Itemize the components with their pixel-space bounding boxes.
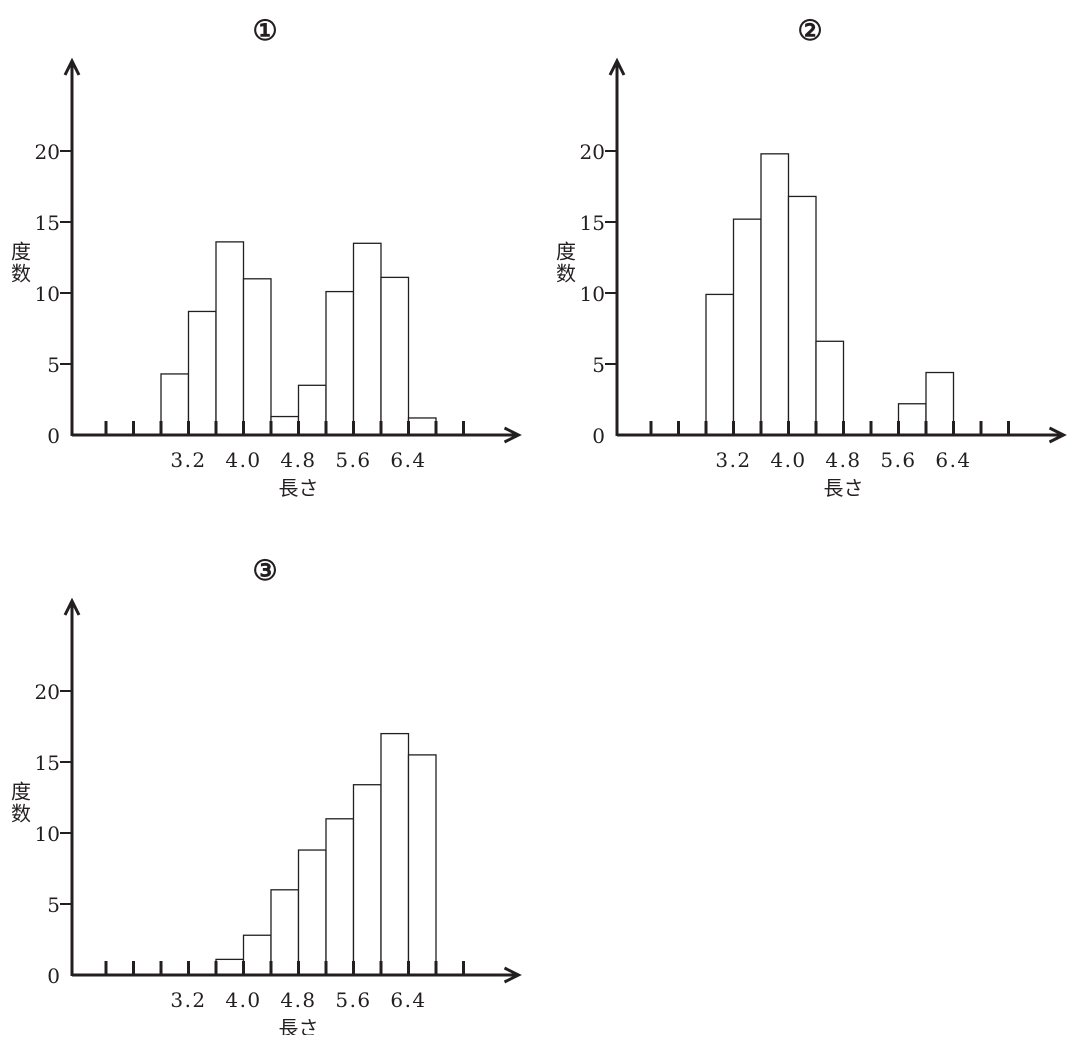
x-tick-label: 3.2 (170, 988, 206, 1012)
y-tick-label: 15 (580, 211, 605, 235)
x-tick-label: 4.8 (280, 448, 316, 472)
histogram-panel-3: ③ 0 5 10 15 20 3.2 4.0 4.8 5.6 6.4 長さ 度数 (11, 554, 522, 1040)
y-tick-label: 10 (35, 282, 60, 306)
x-tick-label: 4.8 (280, 988, 316, 1012)
y-tick-label: 5 (47, 893, 60, 917)
histogram-bar (760, 153, 790, 436)
histogram-panel-2: ② 0 5 10 15 20 3.2 4.0 4.8 5.6 6.4 長さ 度数 (556, 14, 1067, 500)
histogram-bar (242, 934, 272, 976)
x-axis-arrowhead (503, 966, 522, 984)
y-axis-label: 数 (11, 802, 31, 826)
y-tick-label: 10 (35, 822, 60, 846)
histogram-bar (787, 195, 817, 436)
x-tick-label: 4.0 (770, 448, 806, 472)
x-tick-label: 6.4 (935, 448, 971, 472)
y-axis-arrowhead (63, 597, 81, 616)
y-tick-label: 0 (592, 424, 605, 448)
y-axis-label: 数 (556, 262, 576, 286)
chart-title: ② (797, 14, 822, 47)
histogram-bar (215, 958, 245, 976)
y-tick-label: 5 (592, 353, 605, 377)
x-axis-arrowhead (1048, 426, 1067, 444)
x-tick-label: 5.6 (335, 448, 371, 472)
histogram-bar (297, 384, 327, 436)
x-tick-label: 4.0 (225, 448, 261, 472)
histogram-bar (407, 417, 437, 436)
histogram-bar (705, 293, 735, 436)
y-tick-label: 20 (35, 140, 60, 164)
y-axis-label: 度 (556, 240, 576, 264)
chart-title: ③ (252, 554, 277, 587)
y-tick-label: 20 (35, 680, 60, 704)
histogram-panel-1: ① 0 5 10 15 20 3.2 4.0 4.8 5.6 6.4 長さ 度数 (11, 14, 522, 500)
histogram-bar (187, 310, 217, 436)
x-tick-label: 3.2 (715, 448, 751, 472)
y-axis-arrowhead (63, 57, 81, 76)
y-tick-label: 0 (47, 424, 60, 448)
x-axis-arrowhead (503, 426, 522, 444)
histogram-bar (242, 278, 272, 436)
y-tick-label: 15 (35, 751, 60, 775)
histogram-bar (270, 415, 300, 436)
chart-title: ① (252, 14, 277, 47)
x-tick-label: 5.6 (880, 448, 916, 472)
histogram-bar (897, 403, 927, 436)
x-tick-label: 5.6 (335, 988, 371, 1012)
histogram-bar (407, 754, 437, 976)
histogram-bar (297, 849, 327, 976)
y-axis-label: 度 (11, 780, 31, 804)
y-tick-label: 5 (47, 353, 60, 377)
x-tick-label: 4.8 (825, 448, 861, 472)
histogram-bar (215, 241, 245, 436)
histogram-bar (352, 242, 382, 436)
y-axis-label: 数 (11, 262, 31, 286)
y-tick-label: 0 (47, 964, 60, 988)
histogram-bar (380, 276, 410, 436)
histogram-bar (732, 218, 762, 436)
y-axis-label: 度 (11, 240, 31, 264)
x-tick-label: 6.4 (390, 448, 426, 472)
x-axis-label: 長さ (279, 1016, 319, 1035)
histogram-bar (352, 784, 382, 976)
x-tick-label: 6.4 (390, 988, 426, 1012)
x-axis-label: 長さ (279, 476, 319, 500)
histogram-bar (325, 818, 355, 976)
x-axis-label: 長さ (824, 476, 864, 500)
histogram-bar (160, 373, 190, 436)
histogram-bar (925, 371, 955, 436)
histogram-bar (325, 290, 355, 436)
y-axis-arrowhead (608, 57, 626, 76)
y-tick-label: 15 (35, 211, 60, 235)
y-tick-label: 10 (580, 282, 605, 306)
y-tick-label: 20 (580, 140, 605, 164)
histogram-bar (270, 889, 300, 976)
histogram-bar (815, 340, 845, 436)
x-tick-label: 3.2 (170, 448, 206, 472)
x-tick-label: 4.0 (225, 988, 261, 1012)
histogram-bar (380, 732, 410, 976)
